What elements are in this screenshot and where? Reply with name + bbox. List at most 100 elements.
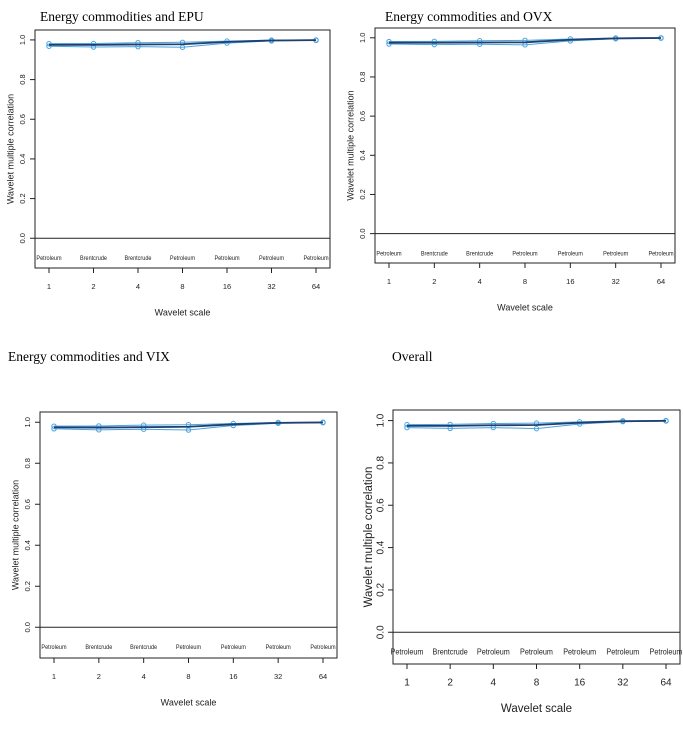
- point-label: Petroleum: [558, 251, 583, 257]
- plot-frame: [34, 29, 331, 269]
- point-label: Brentcrude: [130, 645, 158, 651]
- series-line: [53, 421, 324, 429]
- x-tick-label: 1: [52, 672, 56, 681]
- x-tick-label: 64: [312, 282, 320, 291]
- x-tick-label: 4: [136, 282, 140, 291]
- x-tick-label: 32: [267, 282, 275, 291]
- x-tick-label: 8: [534, 678, 540, 689]
- x-tick-label: 2: [97, 672, 101, 681]
- point-label: Brentcrude: [85, 645, 113, 651]
- y-tick-label: 0.6: [18, 114, 27, 124]
- point-label: Petroleum: [650, 647, 683, 657]
- y-axis-label: Wavelet multiple correlation: [10, 480, 20, 590]
- point-label: Petroleum: [36, 256, 61, 262]
- point-label: Petroleum: [391, 647, 424, 657]
- y-tick-label: 0.0: [358, 228, 367, 238]
- point-label: Petroleum: [41, 645, 66, 651]
- point-label: Petroleum: [563, 647, 596, 657]
- x-axis-label: Wavelet scale: [161, 697, 217, 707]
- y-tick-label: 0.4: [358, 150, 367, 160]
- y-tick-label: 1.0: [376, 413, 387, 427]
- point-label: Petroleum: [512, 251, 537, 257]
- point-label: Petroleum: [221, 645, 246, 651]
- x-tick-label: 4: [142, 672, 146, 681]
- y-axis-label: Wavelet multiple correlation: [363, 467, 375, 608]
- series-point: [533, 425, 540, 432]
- y-tick-label: 0.6: [358, 111, 367, 121]
- y-axis-label: Wavelet multiple correlation: [345, 90, 355, 200]
- y-tick-label: 0.6: [23, 499, 32, 509]
- y-tick-label: 0.8: [358, 72, 367, 82]
- y-tick-label: 0.0: [376, 625, 387, 639]
- y-tick-label: 0.4: [376, 540, 387, 554]
- y-tick-label: 0.8: [23, 458, 32, 468]
- y-tick-label: 1.0: [358, 33, 367, 43]
- x-tick-label: 4: [491, 678, 497, 689]
- panel-title: Energy commodities and EPU: [40, 9, 204, 24]
- y-tick-label: 0.2: [358, 189, 367, 199]
- point-label: Petroleum: [214, 256, 239, 262]
- point-label: Brentcrude: [421, 251, 449, 257]
- point-label: Petroleum: [310, 645, 335, 651]
- point-label: Petroleum: [477, 647, 510, 657]
- series-point: [51, 426, 57, 432]
- y-tick-label: 0.6: [376, 498, 387, 512]
- point-label: Petroleum: [170, 256, 195, 262]
- series-point: [404, 421, 410, 428]
- panel-title: Energy commodities and VIX: [8, 349, 170, 364]
- x-tick-label: 1: [47, 282, 51, 291]
- x-tick-label: 32: [274, 672, 282, 681]
- x-tick-label: 2: [447, 678, 453, 689]
- series-point: [51, 423, 57, 429]
- series-point: [185, 427, 192, 433]
- x-tick-label: 2: [432, 277, 436, 286]
- point-label: Petroleum: [176, 645, 201, 651]
- point-label: Brentcrude: [125, 256, 153, 262]
- point-label: Petroleum: [259, 256, 284, 262]
- x-tick-label: 16: [574, 678, 586, 689]
- x-tick-label: 64: [657, 277, 665, 286]
- point-label: Brentcrude: [80, 256, 108, 262]
- series-point: [46, 40, 52, 47]
- x-tick-label: 64: [660, 678, 672, 689]
- y-tick-label: 0.4: [23, 540, 32, 550]
- x-axis-label: Wavelet scale: [497, 302, 553, 312]
- y-tick-label: 0.0: [23, 622, 32, 632]
- y-tick-label: 0.8: [18, 74, 27, 84]
- y-tick-label: 1.0: [18, 35, 27, 45]
- panel-title: Energy commodities and OVX: [385, 9, 553, 24]
- series-line: [389, 37, 662, 44]
- y-tick-label: 0.0: [18, 233, 27, 243]
- series-point: [386, 38, 392, 45]
- x-tick-label: 64: [319, 672, 327, 681]
- point-label: Petroleum: [266, 645, 291, 651]
- x-tick-label: 8: [186, 672, 190, 681]
- series-line: [407, 419, 667, 427]
- point-label: Petroleum: [648, 251, 673, 257]
- x-tick-label: 1: [387, 277, 391, 286]
- y-tick-label: 0.2: [23, 581, 32, 591]
- x-tick-label: 32: [617, 678, 629, 689]
- x-axis-label: Wavelet scale: [155, 307, 211, 317]
- point-label: Petroleum: [520, 647, 553, 657]
- y-tick-label: 1.0: [23, 417, 32, 427]
- panel-title: Overall: [392, 349, 433, 364]
- x-tick-label: 16: [229, 672, 237, 681]
- x-axis-label: Wavelet scale: [501, 703, 572, 715]
- point-label: Petroleum: [303, 256, 328, 262]
- plot-frame: [374, 27, 676, 264]
- point-label: Brentcrude: [433, 647, 469, 657]
- series-line: [49, 39, 317, 46]
- y-tick-label: 0.2: [18, 193, 27, 203]
- point-label: Brentcrude: [466, 251, 494, 257]
- x-tick-label: 1: [404, 678, 410, 689]
- point-label: Petroleum: [606, 647, 639, 657]
- x-tick-label: 2: [91, 282, 95, 291]
- plot-frame: [39, 411, 338, 659]
- x-tick-label: 16: [223, 282, 231, 291]
- x-tick-label: 8: [180, 282, 184, 291]
- y-axis-label: Wavelet multiple correlation: [5, 94, 15, 204]
- point-label: Petroleum: [603, 251, 628, 257]
- y-tick-label: 0.8: [376, 456, 387, 470]
